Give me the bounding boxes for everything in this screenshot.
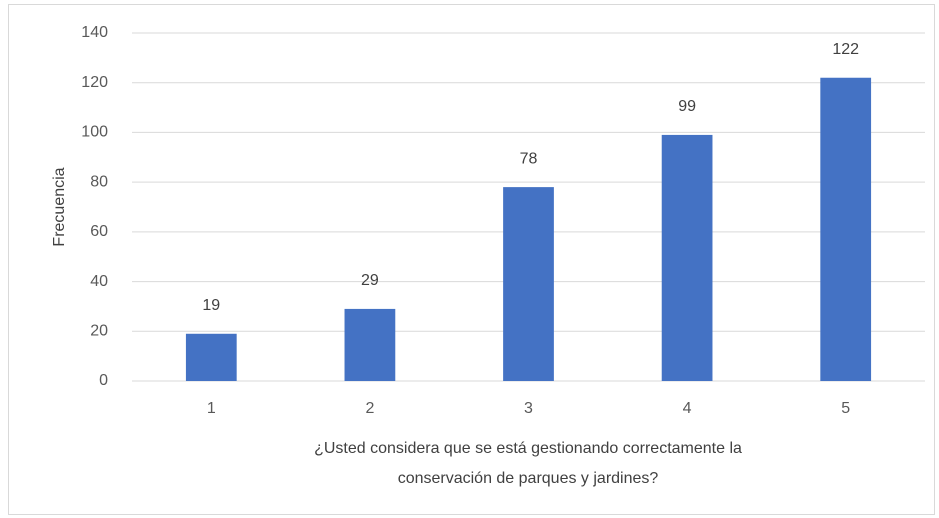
data-label: 19 — [202, 297, 220, 314]
y-tick-label: 20 — [90, 323, 108, 340]
bar — [344, 308, 396, 381]
y-tick-label: 140 — [81, 24, 108, 41]
x-axis-label: ¿Usted considera que se está gestionando… — [314, 440, 742, 457]
y-tick-label: 60 — [90, 223, 108, 240]
x-axis-label: conservación de parques y jardines? — [398, 470, 659, 487]
y-tick-label: 80 — [90, 173, 108, 190]
data-label: 122 — [832, 41, 859, 58]
x-tick-label: 5 — [841, 400, 850, 417]
y-tick-label: 40 — [90, 273, 108, 290]
data-label: 29 — [361, 272, 379, 289]
x-tick-label: 2 — [365, 400, 374, 417]
bar — [820, 77, 872, 381]
x-tick-label: 3 — [524, 400, 533, 417]
bar — [661, 134, 713, 381]
x-tick-label: 1 — [207, 400, 216, 417]
data-label: 78 — [520, 150, 538, 167]
chart-border — [8, 4, 935, 515]
bar — [503, 187, 554, 381]
y-tick-label: 100 — [81, 124, 108, 141]
y-tick-label: 0 — [99, 372, 108, 389]
x-tick-label: 4 — [683, 400, 692, 417]
bar — [185, 333, 237, 381]
data-label: 99 — [678, 98, 696, 115]
y-tick-label: 120 — [81, 74, 108, 91]
y-axis-label: Frecuencia — [51, 167, 68, 246]
